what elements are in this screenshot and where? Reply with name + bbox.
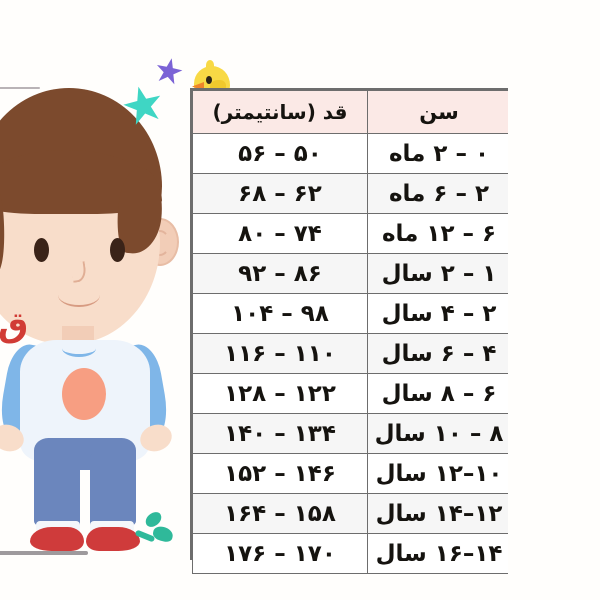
cell-height: ۱۴۶ – ۱۵۲	[192, 453, 368, 494]
sprout-icon	[131, 510, 175, 551]
cell-height: ۱۳۴ – ۱۴۰	[192, 413, 368, 454]
age-height-chart: سن قد (سانتیمتر) ۰ – ۲ ماه ۵۰ – ۵۶ ۲ – ۶ م…	[190, 88, 511, 574]
table-row: ۱۲–۱۴ سال ۱۵۸ – ۱۶۴	[192, 493, 511, 534]
cell-height: ۱۲۲ – ۱۲۸	[192, 373, 368, 414]
sprout-leaf	[151, 524, 175, 544]
chick-eye	[206, 76, 212, 84]
chick-beak	[192, 82, 204, 91]
cell-height: ۸۶ – ۹۲	[192, 253, 368, 294]
floor-reference-line	[0, 551, 88, 555]
shirt-collar	[62, 340, 96, 357]
child-growth-illustration: ق	[0, 0, 195, 600]
cell-age: ۲ – ۶ ماه	[367, 173, 511, 214]
column-header-height: قد (سانتیمتر)	[192, 90, 368, 134]
table-body: ۰ – ۲ ماه ۵۰ – ۵۶ ۲ – ۶ ماه ۶۲ – ۶۸ ۶ – ۱۲ م…	[192, 133, 511, 574]
cell-height: ۶۲ – ۶۸	[192, 173, 368, 214]
table-row: ۸ – ۱۰ سال ۱۳۴ – ۱۴۰	[192, 413, 511, 454]
cell-height: ۱۱۰ – ۱۱۶	[192, 333, 368, 374]
table-header: سن قد (سانتیمتر)	[192, 90, 511, 134]
cell-age: ۱۰–۱۲ سال	[367, 453, 511, 494]
cell-age: ۱ – ۲ سال	[367, 253, 511, 294]
cell-age: ۲ – ۴ سال	[367, 293, 511, 334]
chick-tuft	[206, 60, 214, 70]
cell-age: ۶ – ۸ سال	[367, 373, 511, 414]
cell-age: ۰ – ۲ ماه	[367, 133, 511, 174]
eye-right	[110, 238, 125, 262]
cell-age: ۱۲–۱۴ سال	[367, 493, 511, 534]
shoe-right	[86, 527, 140, 551]
side-letter: ق	[0, 305, 29, 345]
growth-table: سن قد (سانتیمتر) ۰ – ۲ ماه ۵۰ – ۵۶ ۲ – ۶ م…	[192, 90, 511, 574]
right-crop-mask	[508, 0, 600, 600]
cell-height: ۱۵۸ – ۱۶۴	[192, 493, 368, 534]
table-row: ۱۴–۱۶ سال ۱۷۰ – ۱۷۶	[192, 533, 511, 574]
purple-star-icon	[154, 56, 185, 87]
table-row: ۲ – ۴ سال ۹۸ – ۱۰۴	[192, 293, 511, 334]
cell-height: ۷۴ – ۸۰	[192, 213, 368, 254]
hair-detail-dot	[8, 248, 13, 253]
cell-age: ۱۴–۱۶ سال	[367, 533, 511, 574]
cell-age: ۴ – ۶ سال	[367, 333, 511, 374]
cell-age: ۸ – ۱۰ سال	[367, 413, 511, 454]
table-row: ۴ – ۶ سال ۱۱۰ – ۱۱۶	[192, 333, 511, 374]
cell-height: ۱۷۰ – ۱۷۶	[192, 533, 368, 574]
leg-gap	[80, 470, 90, 536]
table-row: ۲ – ۶ ماه ۶۲ – ۶۸	[192, 173, 511, 214]
table-row: ۱۰–۱۲ سال ۱۴۶ – ۱۵۲	[192, 453, 511, 494]
shoe-left	[30, 527, 84, 551]
table-header-row: سن قد (سانتیمتر)	[192, 90, 511, 134]
column-header-age: سن	[367, 90, 511, 134]
cell-height: ۵۰ – ۵۶	[192, 133, 368, 174]
table-row: ۱ – ۲ سال ۸۶ – ۹۲	[192, 253, 511, 294]
table-row: ۶ – ۸ سال ۱۲۲ – ۱۲۸	[192, 373, 511, 414]
wall-reference-line	[0, 87, 40, 89]
shirt-belly-patch	[62, 368, 106, 420]
table-row: ۶ – ۱۲ ماه ۷۴ – ۸۰	[192, 213, 511, 254]
cell-age: ۶ – ۱۲ ماه	[367, 213, 511, 254]
table-row: ۰ – ۲ ماه ۵۰ – ۵۶	[192, 133, 511, 174]
mouth-smile	[58, 283, 100, 307]
cell-height: ۹۸ – ۱۰۴	[192, 293, 368, 334]
eye-left	[34, 238, 49, 262]
